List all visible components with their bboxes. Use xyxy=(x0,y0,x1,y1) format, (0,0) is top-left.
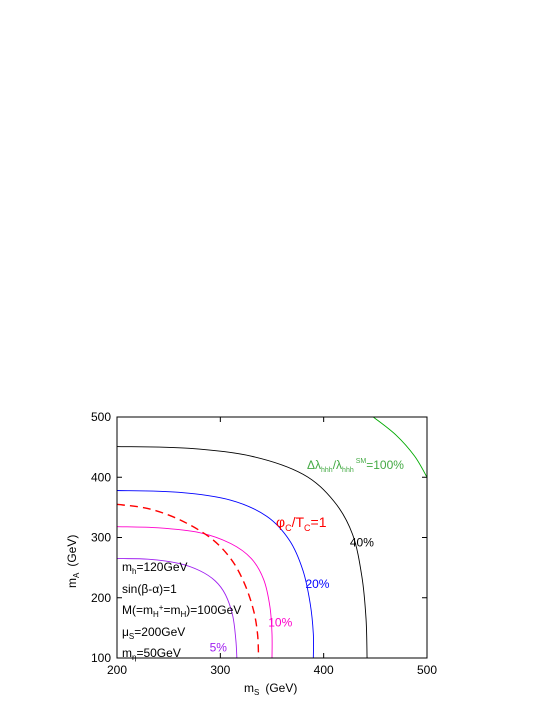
labels-layer: 5% 10% 20% 40% xyxy=(210,536,375,655)
param-mu: μS=200GeV xyxy=(122,625,185,641)
contour-label: 20% xyxy=(305,577,329,591)
y-tick-label: 100 xyxy=(91,651,111,665)
x-tick-label: 500 xyxy=(417,663,437,677)
series-line xyxy=(116,558,238,659)
series-layer xyxy=(116,416,428,659)
param-sin: sin(β-α)=1 xyxy=(122,582,177,596)
series-line xyxy=(372,416,428,478)
y-tick-label: 300 xyxy=(91,531,111,545)
contour-label: 40% xyxy=(350,536,374,550)
series-line xyxy=(116,490,315,659)
param-meta: mη=50GeV xyxy=(122,646,181,662)
y-axis-label: mA(GeV) xyxy=(65,535,81,588)
x-tick-label: 400 xyxy=(314,663,334,677)
x-tick-label: 200 xyxy=(107,663,127,677)
series-line xyxy=(116,526,273,659)
contour-label: 5% xyxy=(210,640,228,654)
param-M: M(=mH+=mH)=100GeV xyxy=(122,603,241,619)
parameter-block: mh=120GeV sin(β-α)=1 M(=mH+=mH)=100GeV μ… xyxy=(122,560,241,662)
series-line xyxy=(116,503,260,659)
x-axis-label: mS (GeV) xyxy=(244,681,297,697)
y-tick-label: 400 xyxy=(91,470,111,484)
green-label: Δλhhh/λhhhSM=100% xyxy=(307,458,404,474)
contour-label: 10% xyxy=(268,616,292,630)
y-tick-label: 200 xyxy=(91,591,111,605)
param-mh: mh=120GeV xyxy=(122,560,188,576)
x-tick-label: 300 xyxy=(210,663,230,677)
y-tick-label: 500 xyxy=(91,410,111,424)
plot-frame xyxy=(116,416,428,659)
phi-label: φC/TC=1 xyxy=(276,514,327,533)
series-line xyxy=(116,446,368,659)
